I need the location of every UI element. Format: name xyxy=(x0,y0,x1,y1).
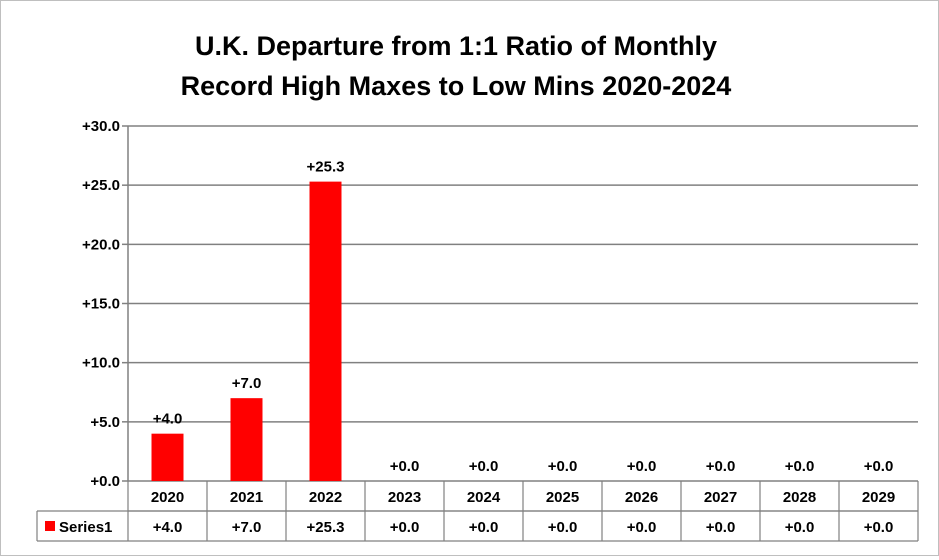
x-tick-label: 2029 xyxy=(862,489,895,506)
x-tick-label: 2024 xyxy=(467,489,501,506)
data-label: +0.0 xyxy=(785,458,815,475)
data-label: +0.0 xyxy=(390,458,420,475)
x-tick-label: 2022 xyxy=(309,489,342,506)
bar xyxy=(309,181,342,481)
table-value: +25.3 xyxy=(307,519,345,536)
y-tick-label: +5.0 xyxy=(90,414,120,431)
data-label: +7.0 xyxy=(232,375,262,392)
data-label: +0.0 xyxy=(864,458,894,475)
table-value: +0.0 xyxy=(469,519,499,536)
y-axis-ticks: +0.0 +5.0 +10.0 +15.0 +20.0 +25.0 +30.0 xyxy=(82,118,120,490)
x-tick-label: 2020 xyxy=(151,489,184,506)
data-label: +0.0 xyxy=(706,458,736,475)
table-value: +4.0 xyxy=(153,519,183,536)
data-label: +0.0 xyxy=(548,458,578,475)
x-tick-label: 2021 xyxy=(230,489,263,506)
data-label: +25.3 xyxy=(307,159,345,176)
y-tick-label: +0.0 xyxy=(90,473,120,490)
data-label: +4.0 xyxy=(153,411,183,428)
table-value: +0.0 xyxy=(390,519,420,536)
y-tick-label: +20.0 xyxy=(82,236,120,253)
legend-swatch xyxy=(45,521,55,531)
table-value: +7.0 xyxy=(232,519,262,536)
table-value: +0.0 xyxy=(627,519,657,536)
x-tick-label: 2025 xyxy=(546,489,579,506)
bar xyxy=(151,433,184,481)
chart-title-line2: Record High Maxes to Low Mins 2020-2024 xyxy=(181,71,732,101)
y-tick-label: +25.0 xyxy=(82,177,120,194)
x-tick-label: 2026 xyxy=(625,489,658,506)
y-tick-label: +30.0 xyxy=(82,118,120,135)
bar xyxy=(230,398,263,481)
table-value: +0.0 xyxy=(864,519,894,536)
chart-title: U.K. Departure from 1:1 Ratio of Monthly xyxy=(195,31,717,61)
data-table: 2020 +4.0 2021 +7.0 2022 +25.3 2023 +0.0 2024 +0.… xyxy=(36,481,919,542)
bars xyxy=(151,181,342,481)
legend-series-name: Series1 xyxy=(59,519,112,536)
table-value: +0.0 xyxy=(548,519,578,536)
table-value: +0.0 xyxy=(706,519,736,536)
x-tick-label: 2023 xyxy=(388,489,421,506)
data-label: +0.0 xyxy=(627,458,657,475)
y-tick-label: +10.0 xyxy=(82,355,120,372)
data-labels: +4.0 +7.0 +25.3 +0.0 +0.0 +0.0 +0.0 +0.0 +0.0 +0.… xyxy=(153,159,894,475)
x-tick-label: 2027 xyxy=(704,489,737,506)
table-value: +0.0 xyxy=(785,519,815,536)
data-label: +0.0 xyxy=(469,458,499,475)
x-tick-label: 2028 xyxy=(783,489,816,506)
y-tick-label: +15.0 xyxy=(82,296,120,313)
